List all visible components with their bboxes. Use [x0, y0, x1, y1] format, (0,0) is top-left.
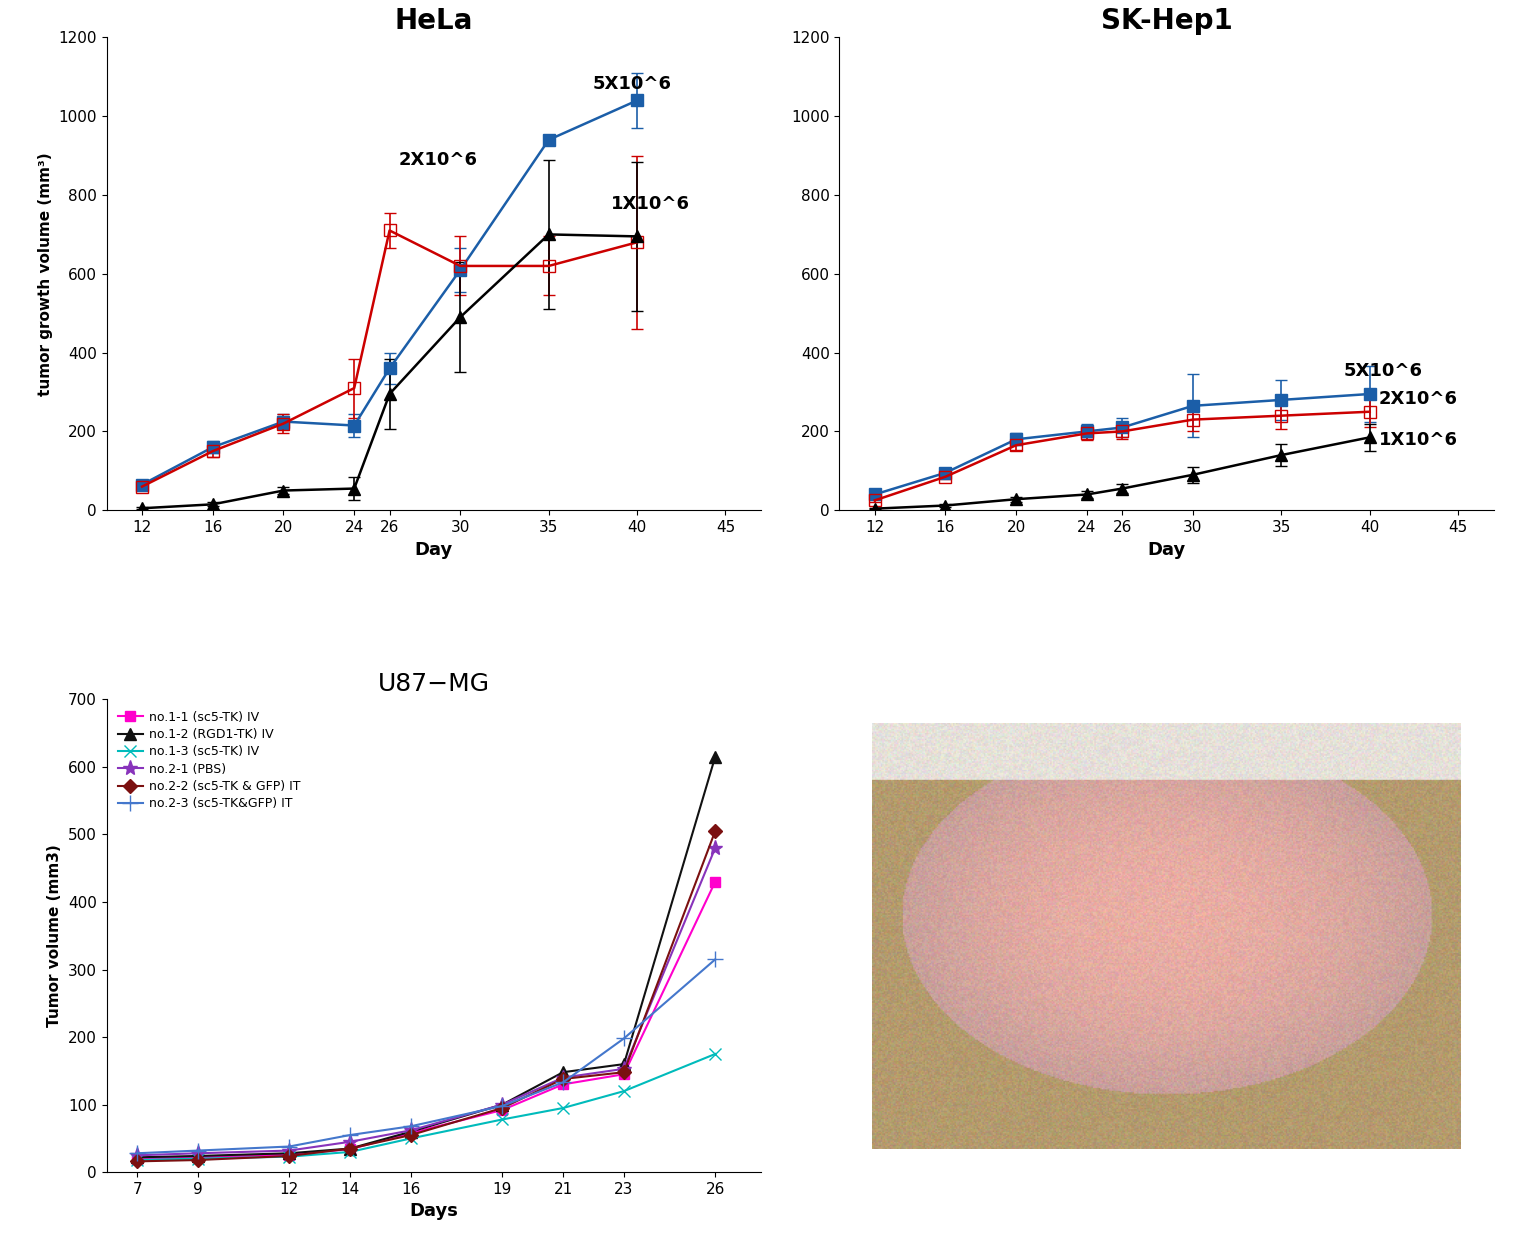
- no.1-2 (RGD1-TK) IV: [402, 1125, 421, 1140]
- no.2-2 (sc5-TK & GFP) IT: [402, 1127, 421, 1142]
- Text: 1X10^6: 1X10^6: [611, 195, 689, 213]
- no.1-2 (RGD1-TK) IV: [614, 1056, 632, 1071]
- no.2-2 (sc5-TK & GFP) IT: [341, 1141, 360, 1156]
- Text: 5X10^6: 5X10^6: [1343, 362, 1422, 380]
- no.2-1 (PBS): [553, 1070, 572, 1085]
- no.2-3 (sc5-TK&GFP) IT: [341, 1127, 360, 1142]
- Text: 1X10^6: 1X10^6: [1379, 431, 1457, 449]
- X-axis label: Day: Day: [415, 540, 453, 559]
- Legend: no.1-1 (sc5-TK) IV, no.1-2 (RGD1-TK) IV, no.1-3 (sc5-TK) IV, no.2-1 (PBS), no.2-: no.1-1 (sc5-TK) IV, no.1-2 (RGD1-TK) IV,…: [113, 706, 306, 816]
- no.2-2 (sc5-TK & GFP) IT: [189, 1152, 207, 1167]
- no.1-3 (sc5-TK) IV: [280, 1150, 299, 1165]
- no.2-1 (PBS): [402, 1122, 421, 1137]
- Line: no.1-2 (RGD1-TK) IV: no.1-2 (RGD1-TK) IV: [131, 751, 721, 1163]
- Line: no.2-3 (sc5-TK&GFP) IT: no.2-3 (sc5-TK&GFP) IT: [130, 951, 722, 1161]
- no.2-2 (sc5-TK & GFP) IT: [706, 823, 724, 838]
- no.2-2 (sc5-TK & GFP) IT: [494, 1101, 512, 1116]
- no.2-1 (PBS): [706, 840, 724, 855]
- Text: 2X10^6: 2X10^6: [1379, 390, 1457, 408]
- X-axis label: Days: Days: [410, 1202, 459, 1221]
- Text: 5X10^6: 5X10^6: [593, 75, 672, 92]
- no.2-1 (PBS): [494, 1097, 512, 1112]
- Title: HeLa: HeLa: [395, 7, 472, 35]
- no.2-3 (sc5-TK&GFP) IT: [189, 1143, 207, 1158]
- Text: 2X10^6: 2X10^6: [398, 151, 477, 170]
- no.2-1 (PBS): [189, 1146, 207, 1161]
- no.1-3 (sc5-TK) IV: [614, 1084, 632, 1099]
- no.1-1 (sc5-TK) IV: [402, 1126, 421, 1141]
- no.1-2 (RGD1-TK) IV: [189, 1148, 207, 1163]
- no.2-3 (sc5-TK&GFP) IT: [280, 1139, 299, 1153]
- no.2-3 (sc5-TK&GFP) IT: [706, 951, 724, 966]
- no.1-2 (RGD1-TK) IV: [494, 1097, 512, 1112]
- no.1-3 (sc5-TK) IV: [706, 1046, 724, 1061]
- no.2-3 (sc5-TK&GFP) IT: [553, 1075, 572, 1090]
- no.2-1 (PBS): [341, 1135, 360, 1150]
- no.1-3 (sc5-TK) IV: [494, 1112, 512, 1127]
- no.1-2 (RGD1-TK) IV: [553, 1065, 572, 1080]
- no.2-2 (sc5-TK & GFP) IT: [128, 1153, 146, 1168]
- Line: no.1-3 (sc5-TK) IV: no.1-3 (sc5-TK) IV: [131, 1047, 721, 1166]
- no.2-3 (sc5-TK&GFP) IT: [494, 1099, 512, 1114]
- Title: U87−MG: U87−MG: [378, 672, 489, 696]
- Y-axis label: Tumor volume (mm3): Tumor volume (mm3): [47, 844, 62, 1028]
- no.1-1 (sc5-TK) IV: [494, 1102, 512, 1117]
- no.2-2 (sc5-TK & GFP) IT: [614, 1065, 632, 1080]
- no.2-3 (sc5-TK&GFP) IT: [614, 1031, 632, 1046]
- no.2-3 (sc5-TK&GFP) IT: [128, 1146, 146, 1161]
- no.1-2 (RGD1-TK) IV: [341, 1141, 360, 1156]
- no.2-1 (PBS): [280, 1143, 299, 1158]
- no.1-1 (sc5-TK) IV: [614, 1066, 632, 1081]
- no.1-3 (sc5-TK) IV: [341, 1145, 360, 1160]
- no.2-1 (PBS): [614, 1061, 632, 1076]
- Title: SK-Hep1: SK-Hep1: [1100, 7, 1233, 35]
- no.2-2 (sc5-TK & GFP) IT: [553, 1071, 572, 1086]
- Line: no.2-1 (PBS): no.2-1 (PBS): [130, 840, 722, 1163]
- X-axis label: Day: Day: [1148, 540, 1186, 559]
- no.1-1 (sc5-TK) IV: [189, 1150, 207, 1165]
- no.1-3 (sc5-TK) IV: [553, 1101, 572, 1116]
- no.1-2 (RGD1-TK) IV: [280, 1146, 299, 1161]
- Line: no.1-1 (sc5-TK) IV: no.1-1 (sc5-TK) IV: [133, 877, 719, 1163]
- no.1-1 (sc5-TK) IV: [553, 1077, 572, 1092]
- no.2-3 (sc5-TK&GFP) IT: [402, 1119, 421, 1134]
- no.1-2 (RGD1-TK) IV: [706, 749, 724, 764]
- no.1-1 (sc5-TK) IV: [341, 1142, 360, 1157]
- Line: no.2-2 (sc5-TK & GFP) IT: no.2-2 (sc5-TK & GFP) IT: [133, 827, 719, 1166]
- no.1-1 (sc5-TK) IV: [280, 1147, 299, 1162]
- no.1-1 (sc5-TK) IV: [706, 874, 724, 889]
- no.1-2 (RGD1-TK) IV: [128, 1150, 146, 1165]
- no.1-3 (sc5-TK) IV: [189, 1151, 207, 1166]
- no.2-1 (PBS): [128, 1147, 146, 1162]
- no.1-3 (sc5-TK) IV: [402, 1131, 421, 1146]
- no.1-3 (sc5-TK) IV: [128, 1152, 146, 1167]
- Y-axis label: tumor growth volume (mm³): tumor growth volume (mm³): [38, 152, 53, 395]
- no.1-1 (sc5-TK) IV: [128, 1151, 146, 1166]
- no.2-2 (sc5-TK & GFP) IT: [280, 1148, 299, 1163]
